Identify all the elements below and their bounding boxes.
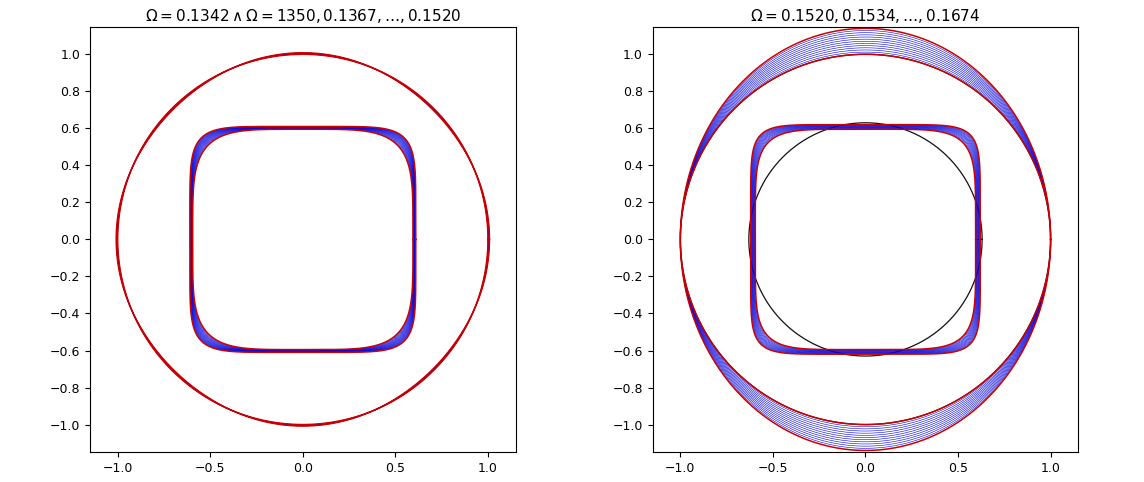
Title: $\Omega = 0.1520, 0.1534, \ldots, 0.1674$: $\Omega = 0.1520, 0.1534, \ldots, 0.1674… — [750, 7, 980, 25]
Title: $\Omega = 0.1342 \wedge \Omega = 1350, 0.1367, \ldots, 0.1520$: $\Omega = 0.1342 \wedge \Omega = 1350, 0… — [144, 7, 461, 25]
